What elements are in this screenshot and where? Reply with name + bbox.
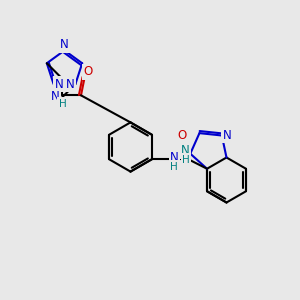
Text: N: N <box>170 151 179 164</box>
Text: N: N <box>223 129 232 142</box>
Text: H: H <box>182 155 190 165</box>
Text: O: O <box>178 129 187 142</box>
Text: N: N <box>66 77 74 91</box>
Text: H: H <box>170 162 178 172</box>
Text: N: N <box>181 144 189 157</box>
Text: H: H <box>58 99 66 109</box>
Text: N: N <box>60 38 69 52</box>
Text: N: N <box>50 90 59 104</box>
Text: N: N <box>55 77 63 91</box>
Text: O: O <box>83 65 92 79</box>
